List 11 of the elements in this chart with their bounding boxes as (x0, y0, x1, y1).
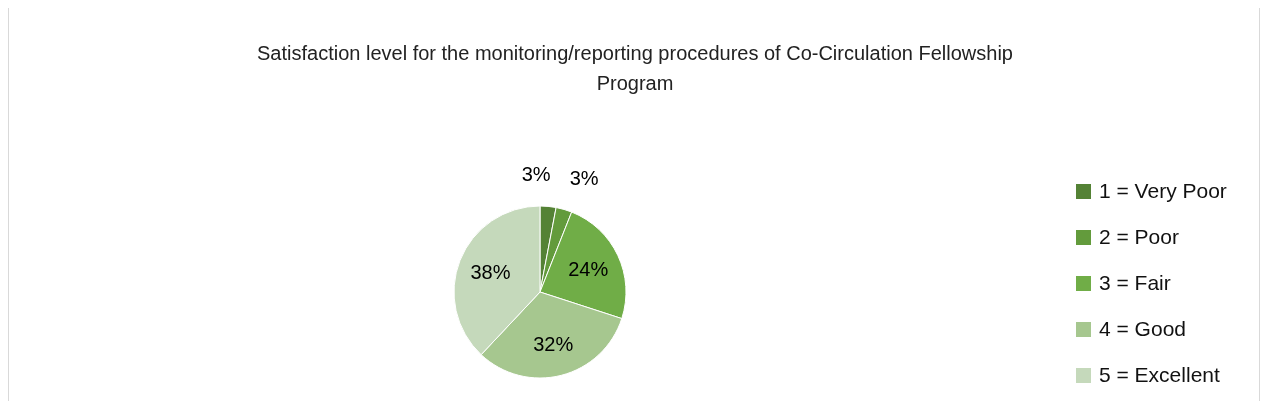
legend-label: 5 = Excellent (1099, 363, 1220, 387)
data-label: 24% (568, 258, 609, 281)
data-label: 38% (470, 261, 511, 284)
chart-title: Satisfaction level for the monitoring/reporting procedures of Co-Circulation Fellowship Program (256, 41, 1014, 96)
legend-label: 3 = Fair (1099, 271, 1171, 295)
legend-label: 4 = Good (1099, 317, 1186, 341)
legend-label: 2 = Poor (1099, 225, 1179, 249)
data-label: 3% (521, 163, 551, 186)
legend-label: 1 = Very Poor (1099, 179, 1227, 203)
data-label: 3% (569, 167, 599, 190)
data-label: 32% (533, 332, 574, 355)
